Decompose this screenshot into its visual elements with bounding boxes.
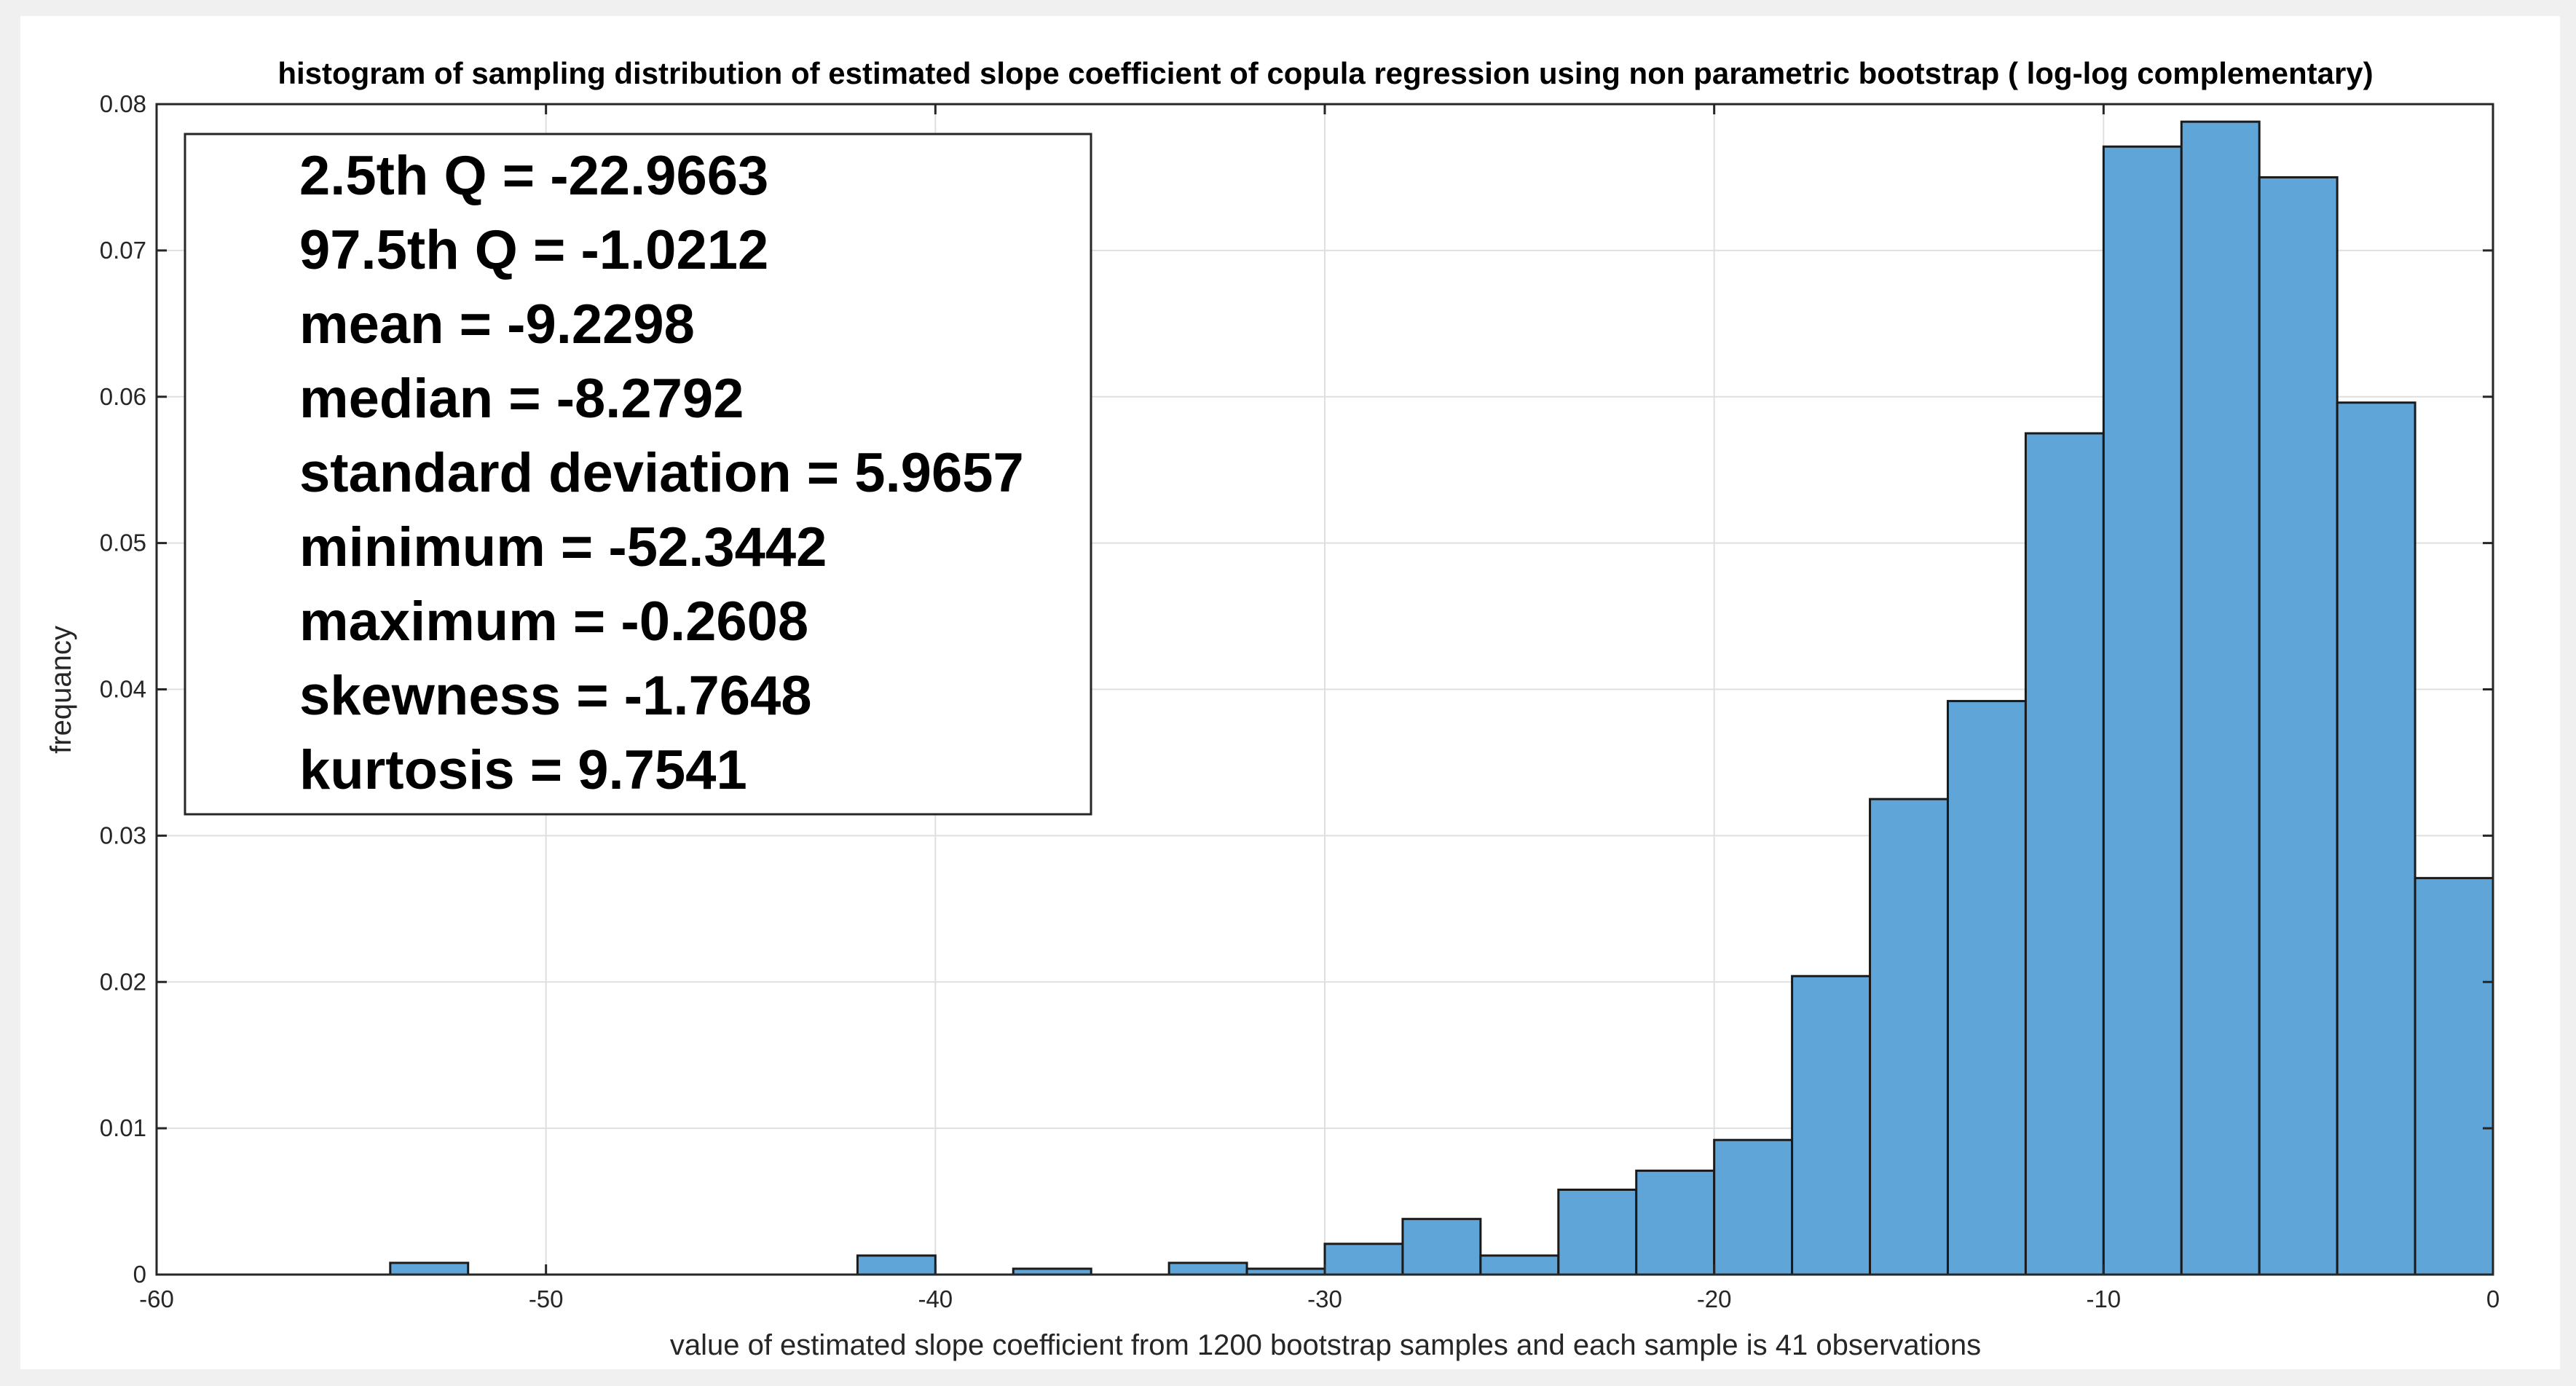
histogram-bar: [1869, 798, 1949, 1276]
y-tick-label: 0.08: [100, 90, 146, 117]
stats-box-frame: [184, 133, 1092, 816]
x-tick-label: -50: [529, 1285, 564, 1312]
stats-line: maximum = -0.2608: [299, 591, 808, 653]
histogram-bar: [1557, 1188, 1638, 1276]
histogram-bar: [1323, 1243, 1404, 1276]
histogram-bar: [1635, 1169, 1716, 1276]
histogram-bar: [1401, 1218, 1482, 1276]
y-tick-label: 0.07: [100, 237, 146, 264]
histogram-bar: [2102, 145, 2183, 1276]
ticks-layer: -60 -50 -40 -30 -20 -10 0 0 0.01 0.02 0.03 0.04 0.05…: [100, 90, 2500, 1312]
stats-line: kurtosis = 9.7541: [299, 739, 747, 801]
y-tick-label: 0: [133, 1261, 146, 1288]
histogram-bar: [389, 1261, 470, 1276]
histogram-bar: [1713, 1138, 1794, 1276]
stats-line: median = -8.2792: [299, 368, 744, 430]
x-tick-label: -20: [1697, 1285, 1732, 1312]
x-tick-label: 0: [2486, 1285, 2500, 1312]
y-tick-label: 0.01: [100, 1114, 146, 1141]
y-tick-label: 0.02: [100, 968, 146, 995]
x-tick-label: -40: [918, 1285, 953, 1312]
chart-title: histogram of sampling distribution of es…: [277, 56, 2373, 90]
y-tick-label: 0.05: [100, 529, 146, 556]
x-tick-label: -60: [139, 1285, 174, 1312]
histogram-bar: [2258, 176, 2339, 1276]
stats-line: minimum = -52.3442: [299, 516, 827, 578]
histogram-bar: [2336, 401, 2417, 1276]
histogram-bar: [1479, 1254, 1560, 1276]
histogram-bar: [1167, 1261, 1248, 1276]
stats-annotation-box: 2.5th Q = -22.9663 97.5th Q = -1.0212 mean…: [184, 133, 1092, 816]
stats-line: 97.5th Q = -1.0212: [299, 219, 768, 281]
y-tick-label: 0.04: [100, 676, 146, 703]
y-axis-label: frequancy: [45, 626, 77, 754]
histogram-bar: [856, 1254, 937, 1276]
x-axis-label: value of estimated slope coefficient fro…: [670, 1329, 1981, 1361]
histogram-bar: [1791, 974, 1872, 1276]
stats-lines: 2.5th Q = -22.9663 97.5th Q = -1.0212 mean…: [299, 145, 1024, 801]
stats-line: 2.5th Q = -22.9663: [299, 145, 768, 207]
x-tick-label: -10: [2086, 1285, 2121, 1312]
y-tick-label: 0.03: [100, 822, 146, 848]
stats-line: standard deviation = 5.9657: [299, 442, 1024, 504]
histogram-bar: [2180, 120, 2261, 1276]
x-tick-label: -30: [1307, 1285, 1342, 1312]
histogram-bar: [2024, 432, 2105, 1276]
bars-layer: [389, 120, 2494, 1276]
stats-line: skewness = -1.7648: [299, 665, 812, 727]
y-tick-label: 0.06: [100, 383, 146, 410]
stats-line: mean = -9.2298: [299, 294, 695, 355]
histogram-bar: [2414, 877, 2494, 1276]
histogram-bar: [1946, 700, 2027, 1276]
